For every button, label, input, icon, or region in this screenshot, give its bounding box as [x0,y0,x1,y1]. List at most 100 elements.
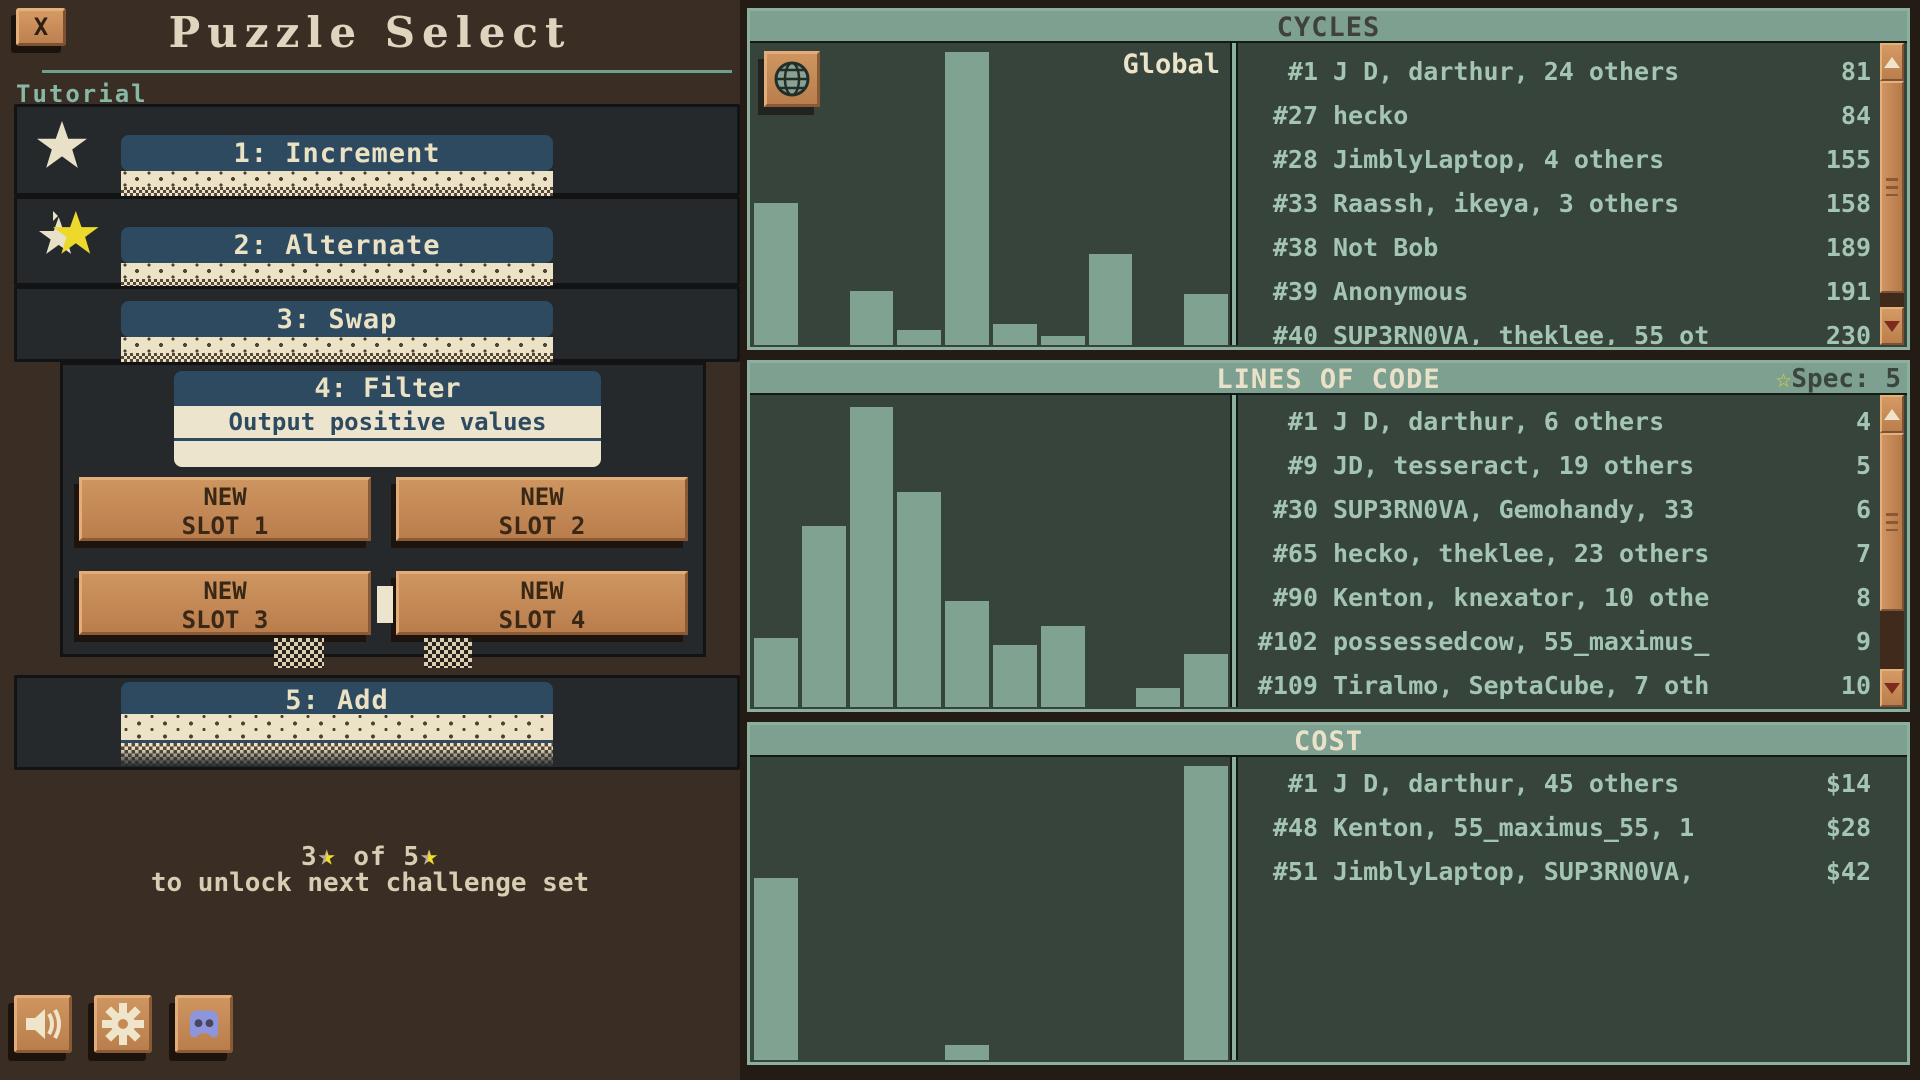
lines-of-code-panel: LINES OF CODE ☆Spec: 5 #1 J D, darthur, … [747,360,1910,712]
puzzle-button-increment[interactable]: 1: Increment [121,135,553,171]
leaderboard-row[interactable]: #90 Kenton, knexator, 10 othe 8 [1272,582,1871,612]
new-slot-3-button[interactable]: NEW SLOT 3 [79,571,371,635]
puzzle-subtitle: Output positive values [174,406,601,441]
cycles-header: CYCLES [750,11,1907,43]
lines-of-code-header: LINES OF CODE ☆Spec: 5 [750,363,1907,395]
leaderboard-row[interactable]: #33 Raassh, ikeya, 3 others 158 [1272,188,1871,218]
scroll-down-button[interactable] [1880,307,1904,345]
histogram-bar [1088,254,1133,345]
speaker-icon [26,1009,61,1039]
scroll-up-button[interactable] [1880,395,1904,433]
histogram-bar [992,644,1037,707]
puzzle-row-5: 5: Add [14,675,740,770]
histogram-bar [992,323,1037,345]
cost-leaderboard: #1 J D, darthur, 45 others $14 #48 Kento… [1238,757,1877,1060]
page-title: Puzzle Select [168,8,572,57]
histogram-bar [849,407,894,707]
puzzle-subtitle-footer [174,441,601,467]
star-icon [37,121,87,175]
leaderboard-row[interactable]: #1 J D, darthur, 6 others 4 [1287,406,1871,436]
score-histogram-strip-large [121,714,553,768]
cycles-leaderboard: #1 J D, darthur, 24 others 81 #27 hecko … [1238,43,1877,346]
unlock-progress-line: 3★ of 5★ [300,838,440,873]
puzzle-button-swap[interactable]: 3: Swap [121,301,553,337]
histogram-bar [1136,688,1181,707]
panel-divider [1230,43,1238,345]
lines-of-code-header-label: LINES OF CODE [1216,364,1441,395]
cycles-header-label: CYCLES [1276,12,1381,43]
leaderboard-row[interactable]: #30 SUP3RN0VA, Gemohandy, 33 6 [1272,494,1871,524]
sound-button[interactable] [14,995,72,1053]
title-divider [42,70,732,73]
leaderboard-row[interactable]: #48 Kenton, 55_maximus_55, 1 $28 [1272,812,1871,842]
cycles-panel: CYCLES Global #1 J D, darthur, 24 others [747,8,1910,350]
puzzle-button-filter-title: 4: Filter [174,371,601,406]
score-histogram-strip [121,171,553,196]
scrollbar-thumb[interactable] [1880,81,1904,293]
histogram-bar [753,638,798,707]
puzzle-button-add[interactable]: 5: Add [121,682,553,718]
triangle-down-icon [1884,320,1900,332]
leaderboard-row[interactable]: #28 JimblyLaptop, 4 others 155 [1272,144,1871,174]
discord-button[interactable] [175,995,233,1053]
decoration-checker-right [424,638,472,668]
puzzle-button-filter[interactable]: 4: Filter Output positive values [174,371,601,467]
discord-icon [189,1010,219,1038]
leaderboard-row[interactable]: #51 JimblyLaptop, SUP3RN0VA, $42 [1272,856,1871,886]
histogram-bar [849,290,894,345]
new-slot-2-button[interactable]: NEW SLOT 2 [396,477,688,541]
scroll-down-button[interactable] [1880,669,1904,707]
histogram-bar [753,203,798,345]
lines-of-code-histogram [752,395,1230,707]
unlock-hint-line: to unlock next challenge set [150,868,590,898]
puzzle-row-2: 2: Alternate [14,196,740,288]
puzzle-button-alternate[interactable]: 2: Alternate [121,227,553,263]
lines-of-code-scrollbar[interactable] [1880,395,1904,707]
histogram-bar [1184,293,1229,345]
puzzle-row-3: 3: Swap [14,286,740,362]
leaderboard-row[interactable]: #1 J D, darthur, 24 others 81 [1287,56,1871,86]
new-slot-4-button[interactable]: NEW SLOT 4 [396,571,688,635]
histogram-bar [801,526,846,707]
histogram-bar [1184,766,1229,1060]
leaderboard-row[interactable]: #65 hecko, theklee, 23 others 7 [1272,538,1871,568]
histogram-bar [945,600,990,707]
star-icon: ★ [419,838,440,873]
scrollbar-thumb[interactable] [1880,433,1904,611]
leaderboard-row[interactable]: #1 J D, darthur, 45 others $14 [1287,768,1871,798]
histogram-bar [897,329,942,345]
leaderboard-row[interactable]: #27 hecko 84 [1272,100,1871,130]
leaderboard-row[interactable]: #102 possessedcow, 55_maximus_ 9 [1257,626,1871,656]
star-icon: ★ [317,838,337,873]
histogram-bar [1184,653,1229,707]
new-slot-1-button[interactable]: NEW SLOT 1 [79,477,371,541]
leaderboard-row[interactable]: #109 Tiralmo, SeptaCube, 7 oth 10 [1257,670,1871,700]
histogram-bar [1040,335,1085,345]
global-mode-button[interactable] [764,51,820,107]
decoration-cream-block [377,586,393,623]
cycles-scrollbar[interactable] [1880,43,1904,345]
puzzle-select-panel: X Puzzle Select Tutorial 1: Increment 2:… [0,0,740,1080]
histogram-bar [945,1044,990,1060]
triangle-up-icon [1884,56,1900,68]
leaderboard-row[interactable]: #39 Anonymous 191 [1272,276,1871,306]
scroll-up-button[interactable] [1880,43,1904,81]
puzzle-row-4-expanded: 4: Filter Output positive values NEW SLOT… [60,362,706,657]
puzzle-row-1: 1: Increment [14,104,740,196]
panel-divider [1230,757,1238,1060]
histogram-bar [897,491,942,707]
close-button[interactable]: X [16,8,66,46]
cycles-histogram: Global [752,43,1230,345]
triangle-down-icon [1884,682,1900,694]
globe-icon [774,61,810,97]
leaderboard-row[interactable]: #40 SUP3RN0VA, theklee, 55 ot 230 [1272,320,1871,346]
decoration-checker-left [274,638,324,668]
score-histogram-strip [121,263,553,288]
leaderboard-row[interactable]: #38 Not Bob 189 [1272,232,1871,262]
histogram-bar [1040,625,1085,707]
leaderboard-row[interactable]: #9 JD, tesseract, 19 others 5 [1287,450,1871,480]
cost-histogram [752,757,1230,1060]
triangle-up-icon [1884,408,1900,420]
settings-button[interactable] [94,995,152,1053]
